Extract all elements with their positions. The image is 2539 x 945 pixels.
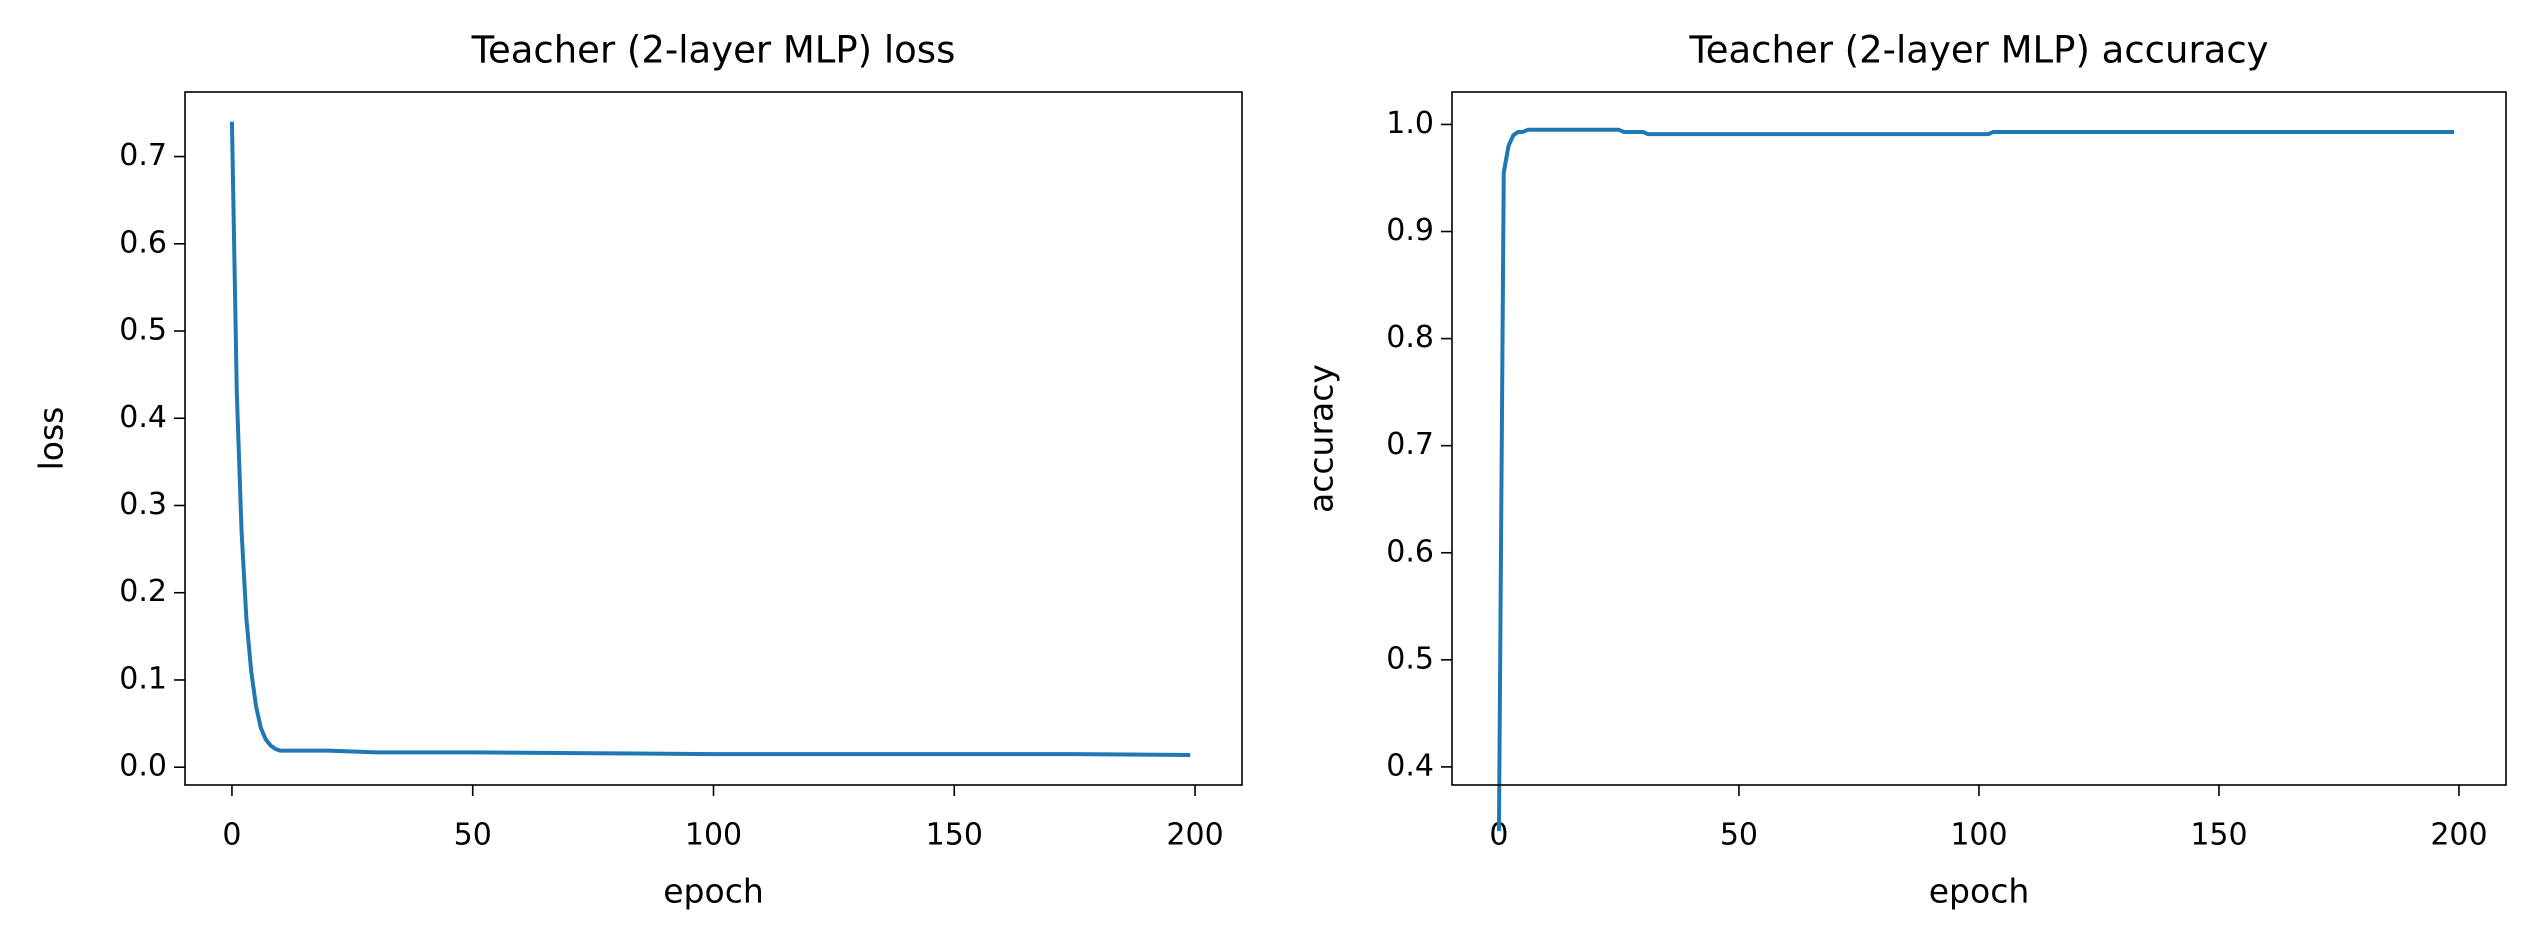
y-tick-label: 0.7 xyxy=(1386,427,1434,462)
y-tick-label: 0.9 xyxy=(1386,213,1434,248)
y-tick-label: 0.5 xyxy=(119,313,167,348)
axes-frame xyxy=(184,91,1243,786)
x-tick-label: 50 xyxy=(1720,818,1758,853)
y-axis-label: accuracy xyxy=(1302,364,1341,513)
y-tick-label: 0.2 xyxy=(119,574,167,609)
chart-title: Teacher (2-layer MLP) accuracy xyxy=(1688,29,2268,72)
x-axis-label: epoch xyxy=(663,872,764,911)
y-tick-label: 1.0 xyxy=(1386,106,1434,141)
y-tick-label: 0.8 xyxy=(1386,320,1434,355)
y-axis-label: loss xyxy=(32,407,71,471)
data-line xyxy=(1496,127,2455,832)
x-tick-label: 200 xyxy=(1166,818,1223,853)
axes-frame xyxy=(1451,91,2507,786)
y-tick-label: 0.7 xyxy=(119,138,167,173)
x-tick-label: 100 xyxy=(685,818,742,853)
y-tick-label: 0.5 xyxy=(1386,641,1434,676)
chart-title: Teacher (2-layer MLP) loss xyxy=(471,29,956,72)
y-tick-label: 0.6 xyxy=(1386,534,1434,569)
x-tick-label: 0 xyxy=(1489,818,1508,853)
x-tick-label: 50 xyxy=(454,818,492,853)
x-tick-label: 150 xyxy=(926,818,983,853)
y-tick-label: 0.1 xyxy=(119,661,167,696)
x-tick-label: 200 xyxy=(2430,818,2487,853)
x-axis-label: epoch xyxy=(1929,872,2030,911)
y-tick-label: 0.6 xyxy=(119,225,167,260)
x-tick-label: 0 xyxy=(222,818,241,853)
data-line xyxy=(229,121,1191,757)
y-tick-label: 0.4 xyxy=(119,400,167,435)
y-tick-label: 0.4 xyxy=(1386,748,1434,783)
x-tick-label: 150 xyxy=(2190,818,2247,853)
x-tick-label: 100 xyxy=(1950,818,2007,853)
y-tick-label: 0.3 xyxy=(119,487,167,522)
y-tick-label: 0.0 xyxy=(119,749,167,784)
